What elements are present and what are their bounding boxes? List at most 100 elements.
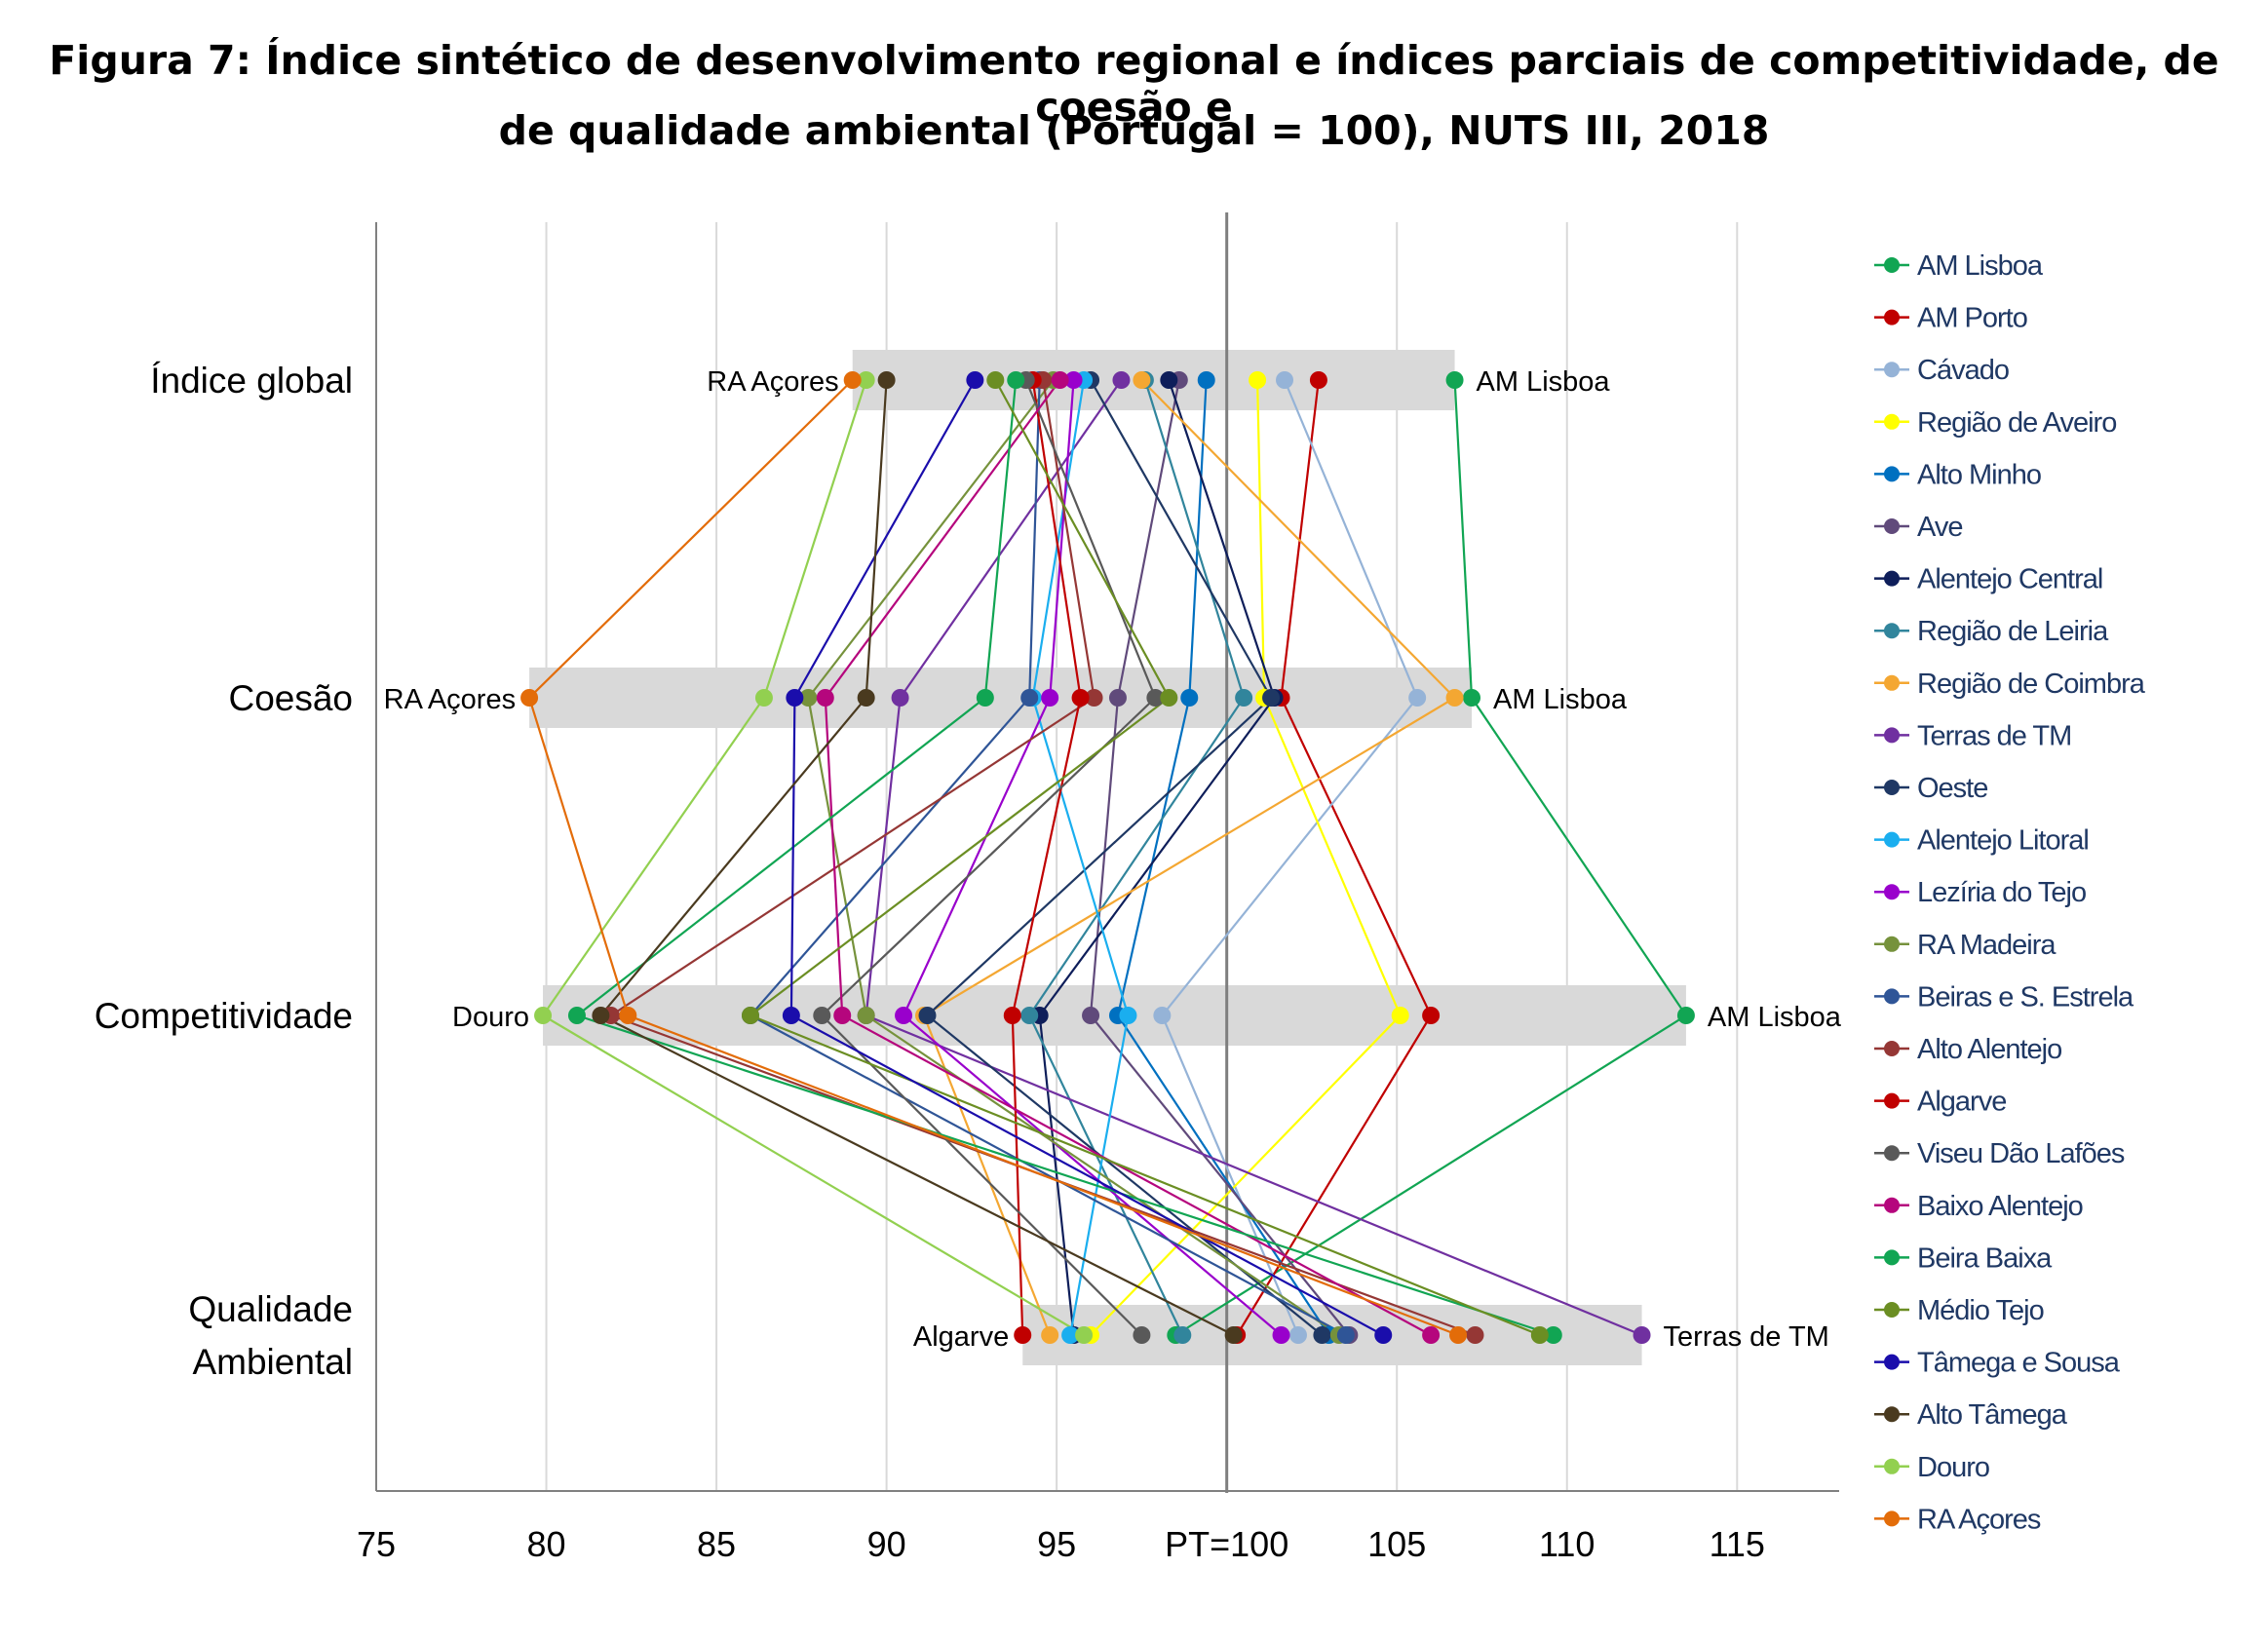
series-line: [807, 379, 1340, 1336]
data-point: [986, 371, 1005, 389]
data-point: [1051, 371, 1069, 389]
data-point: [1160, 689, 1178, 707]
legend: AM Lisboa AM Porto Cávado Região de Aveiro A…: [1874, 250, 2147, 1535]
legend-label: Terras de TM: [1917, 720, 2071, 751]
category-label: Índice global: [150, 361, 353, 401]
data-point: [1173, 1326, 1192, 1344]
x-tick-label: 75: [357, 1524, 396, 1564]
legend-label: Beiras e S. Estrela: [1917, 981, 2134, 1013]
data-point: [1108, 689, 1127, 707]
series-line: [789, 379, 1384, 1336]
series-line: [925, 379, 1324, 1336]
data-point: [1014, 1326, 1032, 1344]
legend-marker: [1884, 674, 1900, 691]
series-lines: [527, 379, 1688, 1337]
category-label: Coesão: [228, 678, 353, 718]
data-point: [1133, 371, 1151, 389]
range-bands: [529, 350, 1686, 1365]
data-point: [1272, 1326, 1290, 1344]
legend-label: Alto Alentejo: [1917, 1034, 2061, 1065]
data-point: [754, 689, 773, 707]
data-point: [619, 1007, 637, 1024]
series-line: [1090, 379, 1402, 1336]
data-point: [1445, 689, 1464, 707]
series-line: [1161, 379, 1419, 1336]
legend-marker: [1884, 518, 1900, 534]
series-line: [824, 379, 1432, 1336]
range-max-label: AM Lisboa: [1708, 1002, 1842, 1033]
series-points: [520, 371, 1695, 1344]
data-point: [895, 1007, 913, 1024]
legend-label: Região de Aveiro: [1917, 407, 2116, 439]
legend-marker: [1884, 1510, 1900, 1527]
data-point: [966, 371, 984, 389]
data-point: [1466, 1326, 1484, 1344]
data-point: [1544, 1326, 1562, 1344]
data-point: [1071, 689, 1090, 707]
data-point: [1391, 1007, 1409, 1024]
data-point: [816, 689, 834, 707]
legend-label: Algarve: [1917, 1087, 2006, 1118]
data-point: [592, 1007, 610, 1024]
data-point: [1249, 371, 1267, 389]
legend-label: Viseu Dão Lafões: [1917, 1138, 2125, 1169]
data-point: [1153, 1007, 1172, 1024]
data-point: [843, 371, 862, 389]
data-point: [1224, 1326, 1243, 1344]
legend-marker: [1884, 1041, 1900, 1056]
legend-marker: [1884, 1458, 1900, 1474]
x-tick-label: 105: [1367, 1524, 1426, 1564]
series-line: [1116, 379, 1330, 1336]
legend-label: RA Madeira: [1917, 930, 2057, 961]
legend-label: Alentejo Central: [1917, 564, 2102, 595]
data-point: [1449, 1326, 1468, 1344]
series-line: [1236, 379, 1433, 1336]
legend-label: RA Açores: [1917, 1504, 2041, 1535]
legend-marker: [1884, 309, 1900, 325]
data-point: [1119, 1007, 1137, 1024]
legend-marker: [1884, 1406, 1900, 1423]
data-point: [1530, 1326, 1549, 1344]
axes: [375, 222, 1839, 1492]
data-point: [1235, 689, 1253, 707]
data-point: [567, 1007, 586, 1024]
range-band: [529, 668, 1473, 728]
category-label: Competitividade: [95, 996, 353, 1036]
legend-marker: [1884, 936, 1900, 952]
data-point: [786, 689, 804, 707]
data-point: [1064, 371, 1083, 389]
legend-marker: [1884, 1145, 1900, 1162]
series-line: [1038, 379, 1276, 1336]
range-min-label: RA Açores: [384, 684, 516, 715]
data-point: [1633, 1326, 1651, 1344]
data-point: [1288, 1326, 1307, 1344]
data-point: [1082, 1007, 1100, 1024]
legend-label: Lezíria do Tejo: [1917, 877, 2086, 908]
data-point: [813, 1007, 831, 1024]
range-min-label: Algarve: [913, 1321, 1009, 1353]
legend-label: AM Porto: [1917, 303, 2027, 334]
legend-marker: [1884, 1092, 1900, 1109]
x-tick-label: 95: [1037, 1524, 1076, 1564]
data-point: [1020, 689, 1039, 707]
legend-label: Região de Leiria: [1917, 616, 2109, 647]
range-labels: RA Açores AM Lisboa RA Açores AM Lisboa Dour…: [384, 366, 1842, 1353]
legend-label: Beira Baixa: [1917, 1243, 2053, 1274]
x-tick-label: PT=100: [1165, 1524, 1288, 1564]
legend-label: Alto Minho: [1917, 459, 2041, 490]
legend-label: Alto Tâmega: [1917, 1399, 2068, 1431]
legend-marker: [1884, 466, 1900, 482]
series-line: [820, 379, 1157, 1336]
legend-label: Alentejo Litoral: [1917, 825, 2089, 857]
series-line: [527, 379, 1459, 1337]
data-point: [976, 689, 994, 707]
x-tick-label: 90: [867, 1524, 906, 1564]
range-max-label: Terras de TM: [1664, 1321, 1829, 1353]
data-point: [891, 689, 909, 707]
legend-marker: [1884, 257, 1900, 273]
data-point: [1180, 689, 1199, 707]
legend-marker: [1884, 780, 1900, 795]
data-point: [1445, 371, 1464, 389]
series-line: [541, 379, 1085, 1336]
series-line: [574, 379, 1555, 1337]
